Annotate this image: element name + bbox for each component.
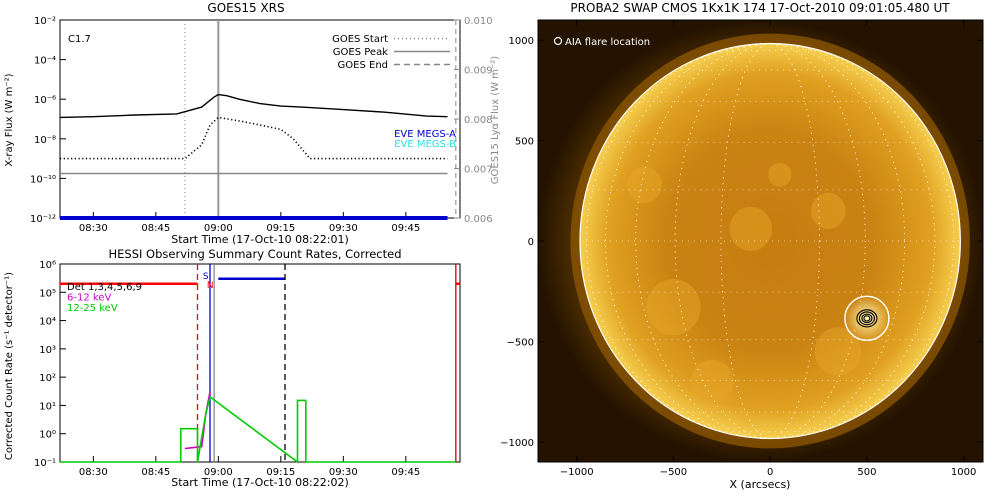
goes-y-tick-label-right: 0.007: [464, 165, 493, 176]
hessi-x-tick-label: 09:00: [204, 467, 233, 478]
hessi-series-line-1: [60, 395, 456, 464]
swap-y-tick-label: 1000: [509, 36, 534, 47]
hessi-x-tick-label: 08:30: [79, 467, 108, 478]
swap-y-tick-label: −1000: [500, 438, 534, 449]
swap-y-tick-label: 500: [515, 137, 534, 148]
goes-y-tick-label-right: 0.006: [464, 214, 493, 225]
solar-disk: [579, 43, 961, 439]
hessi-x-tick-label: 09:15: [266, 467, 295, 478]
longitude-line: [720, 43, 820, 439]
goes-y-tick-label-right: 0.008: [464, 115, 493, 126]
goes-y-tick-label-right: 0.009: [464, 66, 493, 77]
longitude-line: [605, 43, 936, 439]
goes-y-tick-label: 10⁻⁴: [34, 56, 56, 67]
goes-y-tick-label: 10⁻⁸: [34, 135, 56, 146]
hessi-x-tick-label: 09:30: [329, 467, 358, 478]
hessi-y-tick-label: 10³: [39, 345, 56, 356]
active-region-2: [729, 206, 773, 252]
swap-panel: PROBA2 SWAP CMOS 1Kx1K 174 17-Oct-2010 0…: [500, 1, 984, 491]
flare-legend-marker: [553, 36, 563, 46]
flare-contour-2: [861, 313, 873, 324]
goes-y-tick-label-right: 0.010: [464, 16, 493, 27]
swap-y-tick-label: −500: [507, 337, 534, 348]
active-region-5: [814, 327, 862, 376]
goes-series-label: EVE MEGS-B: [394, 139, 456, 150]
goes-y-tick-label: 10⁻¹⁰: [30, 174, 56, 185]
hessi-panel: HESSI Observing Summary Count Rates, Cor…: [4, 247, 461, 489]
hessi-y-tick-label: 10⁶: [39, 260, 56, 271]
swap-x-tick-label: 1000: [951, 467, 976, 478]
swap-x-tick-label: −1000: [560, 467, 594, 478]
swap-y-tick-label: 0: [528, 237, 534, 248]
swap-xlabel: X (arcsecs): [730, 478, 791, 491]
hessi-legend-label: Det 1,3,4,5,6,9: [67, 282, 142, 293]
active-region-6: [690, 359, 734, 404]
hessi-x-tick-label: 08:45: [141, 467, 170, 478]
hessi-annotation-n: N: [207, 281, 214, 291]
hessi-legend-label: 12-25 keV: [67, 303, 118, 314]
hessi-xlabel: Start Time (17-Oct-10 08:22:02): [171, 476, 349, 489]
goes-x-tick-label: 09:00: [204, 223, 233, 234]
swap-solar-image: [570, 33, 970, 449]
goes-y-tick-label: 10⁻¹²: [30, 214, 56, 225]
goes-y-tick-label: 10⁻²: [34, 16, 56, 27]
flare-glow: [844, 296, 889, 341]
active-region-1: [768, 162, 792, 187]
hessi-y-tick-label: 10⁰: [39, 430, 56, 441]
goes-series-line-1: [60, 116, 448, 160]
flare-location-circle: [844, 295, 890, 342]
swap-x-tick-label: 500: [857, 467, 876, 478]
goes-xlabel: Start Time (17-Oct-10 08:22:01): [171, 233, 349, 246]
hessi-y-tick-label: 10¹: [39, 401, 56, 412]
goes-title: GOES15 XRS: [207, 1, 284, 15]
goes-flare-class: C1.7: [68, 34, 91, 45]
swap-x-tick-label: 0: [767, 467, 773, 478]
goes-xrs-panel: GOES15 XRS 10⁻² 10⁻⁴ 10⁻⁶ 10⁻⁸ 10⁻¹⁰ 10⁻¹² 0.…: [4, 1, 501, 246]
goes-series-label: EVE MEGS-A: [394, 129, 456, 140]
swap-legend: AIA flare location: [553, 36, 650, 48]
hessi-title: HESSI Observing Summary Count Rates, Cor…: [108, 247, 401, 261]
goes-y-tick-label: 10⁻⁶: [34, 95, 56, 106]
goes-ylabel-right: GOES15 Lyα Flux (W m⁻²): [490, 56, 501, 184]
hessi-annotation-s: S: [203, 272, 209, 282]
goes-plot-frame: [59, 19, 461, 219]
flare-contour-1: [858, 311, 875, 326]
goes-x-tick-label: 08:45: [141, 223, 170, 234]
hessi-y-tick-label: 10²: [39, 373, 56, 384]
hessi-x-tick-label: 09:45: [391, 467, 420, 478]
flare-contour-3: [863, 315, 871, 322]
goes-series-line-0: [59, 93, 448, 119]
goes-x-tick-label: 09:45: [391, 223, 420, 234]
hessi-legend-label: 6-12 keV: [67, 293, 111, 304]
hessi-y-tick-label: 10⁴: [39, 317, 56, 328]
goes-x-tick-label: 09:30: [329, 223, 358, 234]
goes-ylabel: X-ray Flux (W m⁻²): [4, 73, 15, 166]
active-region-4: [646, 279, 701, 336]
flare-contour-0: [856, 309, 878, 328]
goes-legend-label: GOES End: [338, 60, 388, 71]
solar-limb: [579, 42, 961, 440]
active-region-3: [810, 192, 846, 229]
swap-title: PROBA2 SWAP CMOS 1Kx1K 174 17-Oct-2010 0…: [570, 1, 950, 15]
goes-x-tick-label: 08:30: [79, 223, 108, 234]
goes-x-tick-label: 09:15: [266, 223, 295, 234]
goes-legend: GOES Start GOES Peak GOES End: [332, 34, 450, 71]
swap-x-tick-label: −500: [660, 467, 687, 478]
goes-legend-label: GOES Start: [332, 34, 388, 45]
active-region-0: [627, 166, 662, 203]
hessi-ylabel: Corrected Count Rate (s⁻¹ detector⁻¹): [4, 272, 15, 460]
goes-legend-label: GOES Peak: [333, 47, 388, 58]
flare-legend-label: AIA flare location: [565, 37, 650, 48]
hessi-y-tick-label: 10⁻¹: [34, 458, 56, 469]
hessi-plot-frame: [59, 263, 461, 463]
hessi-y-tick-label: 10⁵: [39, 288, 56, 299]
